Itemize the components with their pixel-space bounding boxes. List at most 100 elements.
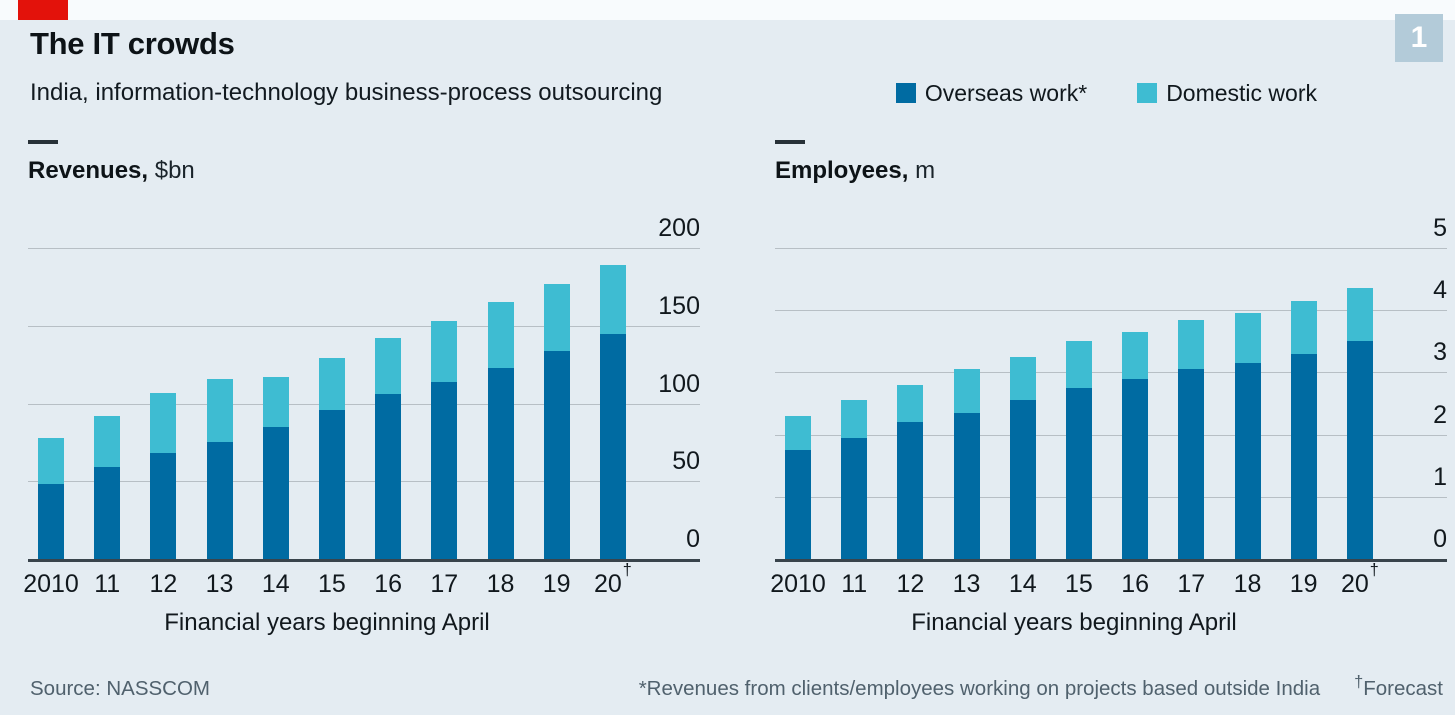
x-tick-label-16: 16 [374,570,403,598]
gridline-150 [28,325,700,327]
bar-segment-domestic [841,400,868,438]
x-axis-caption: Financial years beginning April [911,609,1237,636]
panel-title-unit: $bn [154,157,195,184]
bar-segment-domestic [1178,319,1205,370]
y-tick-label-5: 5 [1433,214,1447,242]
bar-segment-domestic [543,283,570,351]
bar-18 [1234,248,1261,559]
x-tick-label-12: 12 [896,570,925,598]
bar-segment-domestic [262,377,289,427]
bar-segment-overseas [785,450,811,559]
bar-segment-overseas [543,350,570,559]
footer: Source: NASSCOM *Revenues from clients/e… [30,673,1443,701]
bar-segment-overseas [599,333,626,559]
y-tick-label-3: 3 [1433,338,1447,367]
bar-20 [599,248,626,559]
dagger-icon: † [1354,673,1364,692]
kicker-dash [28,140,58,144]
forecast-dagger-icon: † [1369,561,1379,579]
bar-segment-overseas [1122,378,1149,559]
bar-segment-domestic [1009,356,1036,401]
x-tick-label-14: 14 [261,570,290,598]
bar-segment-overseas [1178,369,1205,559]
x-tick-label-11: 11 [94,570,121,598]
bar-20 [1346,248,1373,559]
x-tick-label-17: 17 [430,570,459,598]
bar-13 [953,248,980,559]
bar-segment-overseas [953,412,980,559]
x-tick-label-15: 15 [1065,570,1093,598]
y-tick-label-1: 1 [1433,462,1447,491]
chart-subtitle: India, information-technology business-p… [30,79,663,106]
bar-17 [431,248,458,559]
bar-segment-overseas [841,437,868,559]
bar-11 [94,248,121,559]
panel-title-employees: Employees, m [775,156,1447,186]
source-note: Source: NASSCOM [30,677,210,700]
bar-segment-domestic [599,265,626,334]
legend-label: Domestic work [1166,79,1317,106]
gridline-4 [775,310,1447,312]
x-tick-label-18: 18 [486,570,515,598]
domestic-swatch-icon [1137,83,1158,103]
x-tick-label-2010: 2010 [770,570,826,598]
bar-segment-overseas [487,367,514,559]
bar-segment-domestic [1234,313,1261,364]
overseas-swatch-icon [895,83,916,103]
x-tick-label-12: 12 [149,570,178,598]
bar-15 [318,248,345,559]
bar-segment-domestic [94,415,121,468]
bar-segment-domestic [953,369,980,413]
bar-segment-domestic [375,338,402,395]
chart-title: The IT crowds [30,26,235,61]
bar-segment-domestic [150,392,177,454]
bar-segment-domestic [1290,300,1317,354]
bars-area [785,248,1373,559]
header: The IT crowds India, information-technol… [30,26,1375,107]
y-tick-label-200: 200 [658,214,700,242]
y-tick-label-150: 150 [658,291,700,320]
bar-11 [841,248,868,559]
x-tick-label-13: 13 [952,570,981,598]
bar-12 [897,248,924,559]
bar-segment-overseas [1346,341,1373,559]
bar-18 [487,248,514,559]
bar-segment-domestic [431,321,458,382]
x-axis-caption: Financial years beginning April [164,609,490,636]
bar-19 [543,248,570,559]
bar-17 [1178,248,1205,559]
bar-14 [1009,248,1036,559]
x-tick-label-15: 15 [318,570,346,598]
gridline-50 [28,481,700,483]
gridline-1 [775,496,1447,498]
legend-item-domestic: Domestic work [1137,80,1317,107]
bar-14 [262,248,289,559]
legend: Overseas work* Domestic work [895,80,1317,107]
y-tick-label-0: 0 [1433,525,1447,553]
revenues-x-axis-labels: 2010 11 12 13 14 15 16 17 18 19 20 † [23,562,632,599]
x-tick-label-13: 13 [205,570,234,598]
top-strip [0,0,1455,20]
bar-19 [1290,248,1317,559]
bar-segment-overseas [206,442,233,559]
kicker-dash [775,140,805,144]
y-tick-label-100: 100 [658,369,700,398]
panel-title-unit: m [915,157,936,184]
revenues-plot: 0 50 100 150 200 [28,216,700,562]
bar-segment-overseas [94,467,121,559]
x-tick-label-19: 19 [542,570,571,598]
bar-segment-domestic [38,437,64,485]
gridline-200 [28,248,700,249]
panel-title-bold: Employees, [775,157,909,184]
bar-segment-overseas [897,422,924,559]
panel-title-bold: Revenues, [28,157,149,184]
bar-segment-overseas [431,381,458,559]
gridline-100 [28,403,700,405]
gridline-5 [775,248,1447,249]
y-tick-label-50: 50 [672,447,700,476]
y-tick-label-4: 4 [1433,276,1447,305]
bar-segment-domestic [318,358,345,410]
bar-segment-domestic [785,415,811,451]
x-tick-label-20: 20 † [1340,561,1379,598]
figure-number-badge: 1 [1395,14,1443,62]
